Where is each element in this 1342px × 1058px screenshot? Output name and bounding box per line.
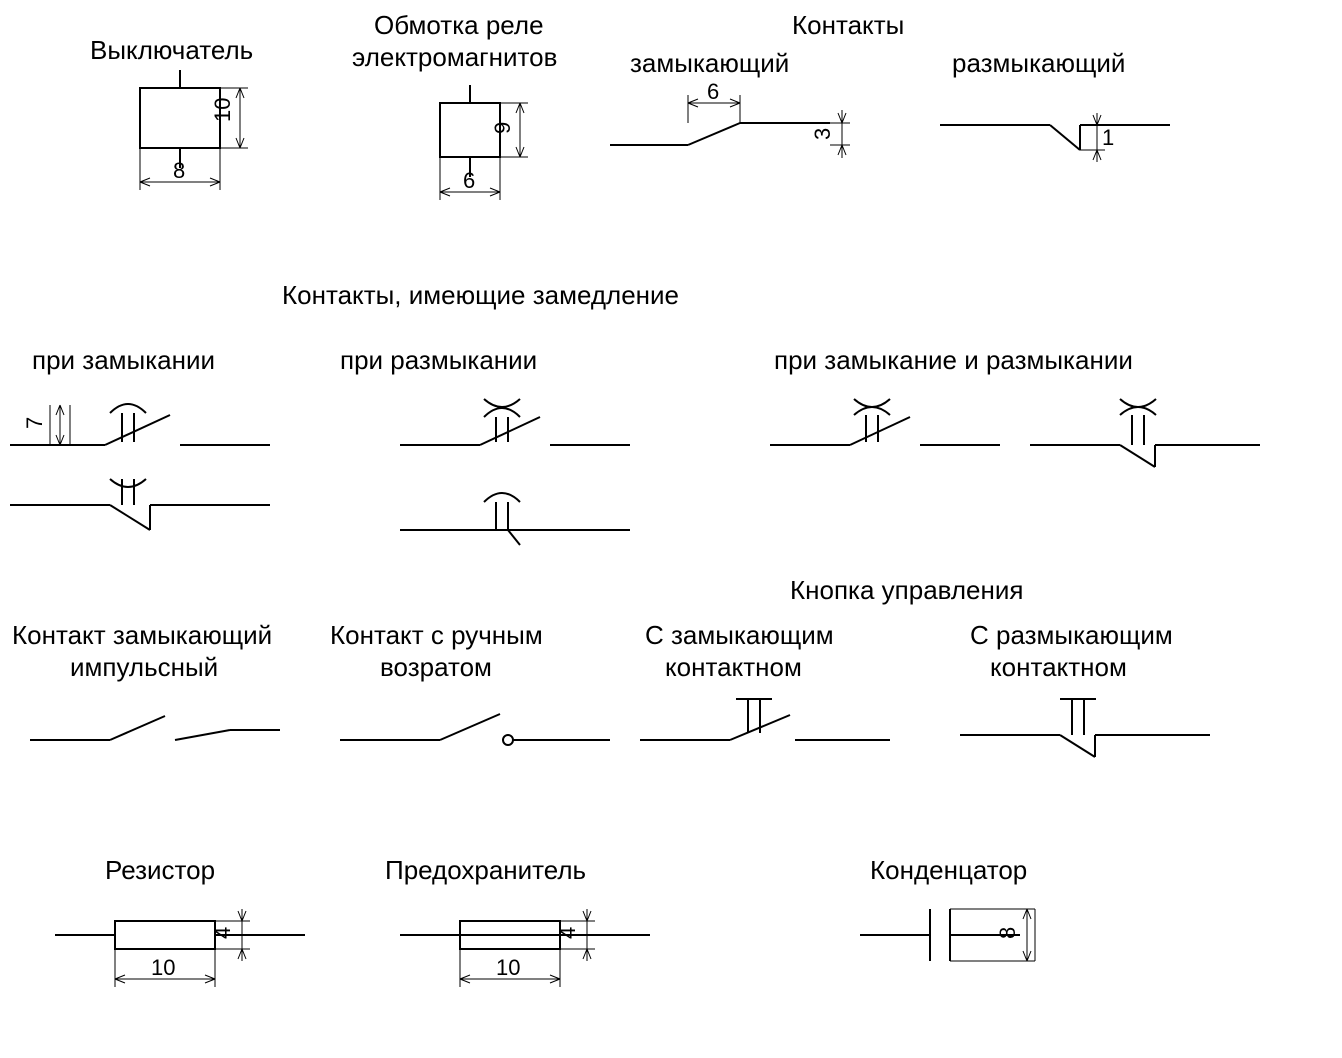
symbol-delay-close-1: 7 <box>10 395 290 475</box>
label-contacts-header: Контакты <box>792 10 904 41</box>
label-relay-2: электромагнитов <box>352 42 557 73</box>
label-contact-closing: замыкающий <box>630 48 789 79</box>
symbol-capacitor: 8 <box>860 895 1120 1015</box>
diagram-page: Выключатель Обмотка реле электромагнитов… <box>0 0 1342 1058</box>
symbol-resistor: 4 10 <box>55 895 315 1015</box>
label-btn-close-1: С замыкающим <box>645 620 834 651</box>
label-capacitor: Конденцатор <box>870 855 1027 886</box>
label-fuse: Предохранитель <box>385 855 586 886</box>
label-row2-header: Контакты, имеющие замедление <box>282 280 679 311</box>
symbol-impulse <box>30 700 290 770</box>
dim-delay-h: 7 <box>22 417 47 429</box>
symbol-button-close <box>640 685 900 765</box>
label-on-close: при замыкании <box>32 345 215 376</box>
symbol-contact-closing: 6 3 <box>610 85 870 195</box>
label-contact-opening: размыкающий <box>952 48 1125 79</box>
dim-contact-close-x: 6 <box>707 79 719 104</box>
symbol-delay-open-1 <box>400 395 640 475</box>
label-row3-header: Кнопка управления <box>790 575 1023 606</box>
dim-switch-h: 10 <box>210 98 235 122</box>
dim-resistor-h: 4 <box>210 927 235 939</box>
symbol-switch: 10 8 <box>100 70 300 250</box>
dim-resistor-w: 10 <box>151 955 175 980</box>
dim-fuse-h: 4 <box>555 927 580 939</box>
label-btn-close-2: контактном <box>665 652 802 683</box>
label-switch: Выключатель <box>90 35 253 66</box>
label-impulse-1: Контакт замыкающий <box>12 620 272 651</box>
label-resistor: Резистор <box>105 855 215 886</box>
label-btn-open-1: С размыкающим <box>970 620 1173 651</box>
label-manual-1: Контакт с ручным <box>330 620 543 651</box>
symbol-delay-both-2 <box>1030 395 1270 475</box>
label-manual-2: возратом <box>380 652 492 683</box>
dim-cap-h: 8 <box>995 927 1020 939</box>
dim-relay-w: 6 <box>463 168 475 193</box>
dim-contact-open-y: 1 <box>1102 125 1114 150</box>
label-btn-open-2: контактном <box>990 652 1127 683</box>
symbol-delay-open-2 <box>400 490 640 570</box>
symbol-manual-return <box>340 700 620 770</box>
label-on-open: при размыкании <box>340 345 537 376</box>
dim-contact-close-y: 3 <box>810 128 835 140</box>
label-impulse-2: импульсный <box>70 652 218 683</box>
label-on-both: при замыкание и размыкании <box>774 345 1133 376</box>
label-relay-1: Обмотка реле <box>374 10 544 41</box>
symbol-relay-coil: 9 6 <box>400 85 580 265</box>
dim-switch-w: 8 <box>173 158 185 183</box>
symbol-fuse: 4 10 <box>400 895 660 1015</box>
symbol-button-open <box>960 685 1220 775</box>
symbol-delay-both-1 <box>770 395 1010 475</box>
symbol-delay-close-2 <box>10 475 290 555</box>
dim-relay-h: 9 <box>490 122 515 134</box>
dim-fuse-w: 10 <box>496 955 520 980</box>
symbol-contact-opening: 1 <box>940 85 1200 195</box>
